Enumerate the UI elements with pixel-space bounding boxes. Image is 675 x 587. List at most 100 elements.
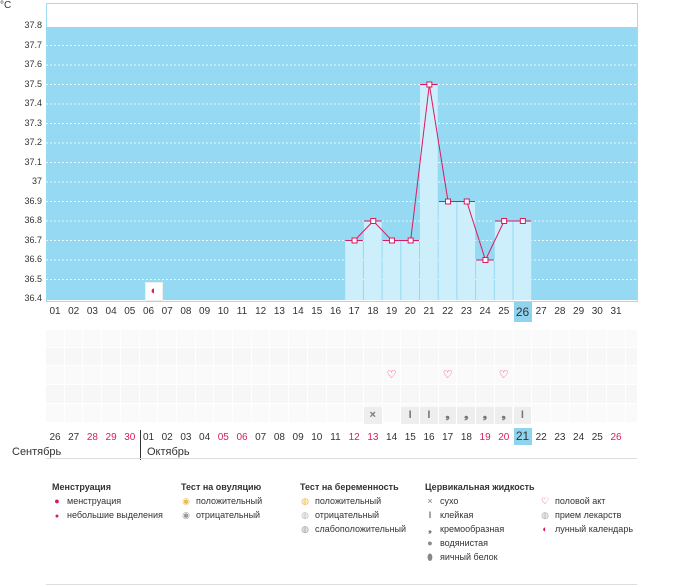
moon-calendar-marker[interactable]: ◐: [145, 282, 163, 301]
bottom-day-label[interactable]: 27: [68, 432, 80, 443]
bottom-day-label[interactable]: 26: [49, 432, 61, 443]
top-day-label[interactable]: 10: [217, 306, 229, 317]
top-day-label[interactable]: 05: [124, 306, 136, 317]
bottom-day-label[interactable]: 30: [124, 432, 136, 443]
pregnancy-negative-icon: ◍: [301, 510, 309, 520]
grid-column-divider: [587, 329, 589, 427]
heart-icon[interactable]: ♡: [498, 369, 509, 381]
bottom-day-label[interactable]: 19: [479, 432, 491, 443]
top-day-label[interactable]: 08: [180, 306, 192, 317]
temperature-point: [501, 218, 508, 224]
bottom-day-label[interactable]: 29: [105, 432, 117, 443]
y-tick-label: 36.5: [24, 273, 42, 284]
bottom-day-label[interactable]: 09: [292, 432, 304, 443]
creamy-icon[interactable]: ❟: [438, 407, 457, 424]
top-day-label[interactable]: 18: [367, 306, 379, 317]
bottom-day-label[interactable]: 04: [199, 432, 211, 443]
bottom-day-label[interactable]: 12: [348, 432, 360, 443]
top-day-label[interactable]: 09: [199, 306, 211, 317]
top-day-label[interactable]: 06: [142, 306, 155, 317]
top-day-label[interactable]: 28: [554, 306, 566, 317]
top-day-label[interactable]: 13: [273, 306, 285, 317]
bottom-day-label[interactable]: 22: [535, 432, 547, 443]
bottom-day-label[interactable]: 13: [367, 432, 379, 443]
top-day-label[interactable]: 03: [86, 306, 98, 317]
grid-column-divider: [194, 329, 196, 427]
bottom-day-label[interactable]: 28: [86, 432, 98, 443]
temperature-line: [354, 84, 523, 262]
bottom-day-label[interactable]: 24: [573, 432, 585, 443]
bottom-day-label[interactable]: 18: [460, 432, 472, 443]
sticky-icon[interactable]: I: [420, 407, 438, 424]
top-day-label[interactable]: 01: [49, 306, 61, 317]
grid-column-divider: [157, 329, 159, 427]
y-tick-label: 37.6: [24, 59, 42, 69]
bottom-day-label[interactable]: 01: [142, 432, 155, 443]
y-tick-label: 36.6: [24, 254, 42, 264]
bottom-day-label[interactable]: 10: [311, 432, 323, 443]
bottom-day-label[interactable]: 21: [513, 428, 532, 445]
bottom-day-label[interactable]: 06: [236, 432, 248, 443]
temperature-point: [519, 218, 526, 224]
legend-title-pregnancy: Тест на беременность: [300, 482, 399, 492]
grid-column-divider: [475, 329, 477, 427]
heart-icon[interactable]: ♡: [386, 369, 397, 381]
top-day-label[interactable]: 29: [573, 306, 585, 317]
grid-column-divider: [493, 329, 495, 427]
top-day-label[interactable]: 21: [423, 306, 435, 317]
bottom-day-label[interactable]: 15: [404, 432, 416, 443]
temperature-bar: [438, 201, 457, 300]
heart-icon[interactable]: ♡: [442, 369, 453, 381]
y-tick-label: 37.2: [24, 137, 42, 147]
top-day-label[interactable]: 02: [68, 306, 80, 317]
bottom-day-label[interactable]: 16: [423, 432, 435, 443]
top-day-label[interactable]: 24: [479, 306, 491, 317]
top-day-label[interactable]: 25: [498, 306, 510, 317]
top-day-label[interactable]: 19: [386, 306, 398, 317]
top-day-label[interactable]: 16: [329, 306, 342, 317]
bottom-day-label[interactable]: 20: [498, 432, 510, 443]
bottom-day-label[interactable]: 17: [442, 432, 454, 443]
top-day-label[interactable]: 27: [535, 306, 547, 317]
top-day-label[interactable]: 26: [513, 302, 532, 322]
bottom-day-label[interactable]: 26: [610, 432, 622, 443]
bottom-day-label[interactable]: 25: [591, 432, 603, 443]
top-day-label[interactable]: 17: [348, 306, 360, 317]
creamy-icon[interactable]: ❟: [457, 407, 476, 424]
y-tick-label: 37.1: [24, 156, 42, 167]
bottom-day-label[interactable]: 11: [330, 432, 341, 443]
month-october: Октябрь: [147, 446, 190, 458]
bottom-day-label[interactable]: 02: [161, 432, 173, 443]
pregnancy-positive-icon: ◍: [301, 496, 309, 506]
bottom-day-label[interactable]: 05: [217, 432, 229, 443]
creamy-icon[interactable]: ❟: [494, 407, 513, 424]
top-day-label[interactable]: 14: [292, 306, 304, 317]
pill-icon: ◍: [541, 510, 549, 520]
top-day-label[interactable]: 23: [460, 306, 472, 317]
sticky-icon[interactable]: I: [513, 407, 532, 424]
bottom-day-label[interactable]: 07: [255, 432, 267, 443]
grid-column-divider: [381, 329, 383, 427]
top-day-label[interactable]: 15: [311, 306, 323, 317]
bottom-day-label[interactable]: 14: [386, 432, 398, 443]
top-day-label[interactable]: 11: [236, 306, 248, 317]
top-day-label[interactable]: 31: [610, 306, 622, 317]
y-tick-label: 36.4: [24, 293, 42, 303]
top-day-label[interactable]: 22: [442, 306, 454, 317]
symptom-row: [46, 384, 637, 403]
top-day-label[interactable]: 20: [404, 306, 416, 317]
creamy-icon[interactable]: ❟: [476, 407, 494, 424]
temperature-bar: [457, 201, 476, 300]
dry-icon: ×: [427, 496, 433, 506]
top-day-label[interactable]: 07: [161, 306, 173, 317]
bottom-day-label[interactable]: 23: [554, 432, 566, 443]
bottom-day-label[interactable]: 08: [273, 432, 285, 443]
top-day-label[interactable]: 30: [591, 306, 603, 317]
top-day-label[interactable]: 04: [105, 306, 117, 317]
top-day-label[interactable]: 12: [255, 306, 267, 317]
dry-icon[interactable]: ×: [363, 407, 382, 424]
bottom-day-label[interactable]: 03: [180, 432, 192, 443]
sticky-icon[interactable]: I: [401, 407, 419, 424]
grid-column-divider: [101, 329, 103, 427]
